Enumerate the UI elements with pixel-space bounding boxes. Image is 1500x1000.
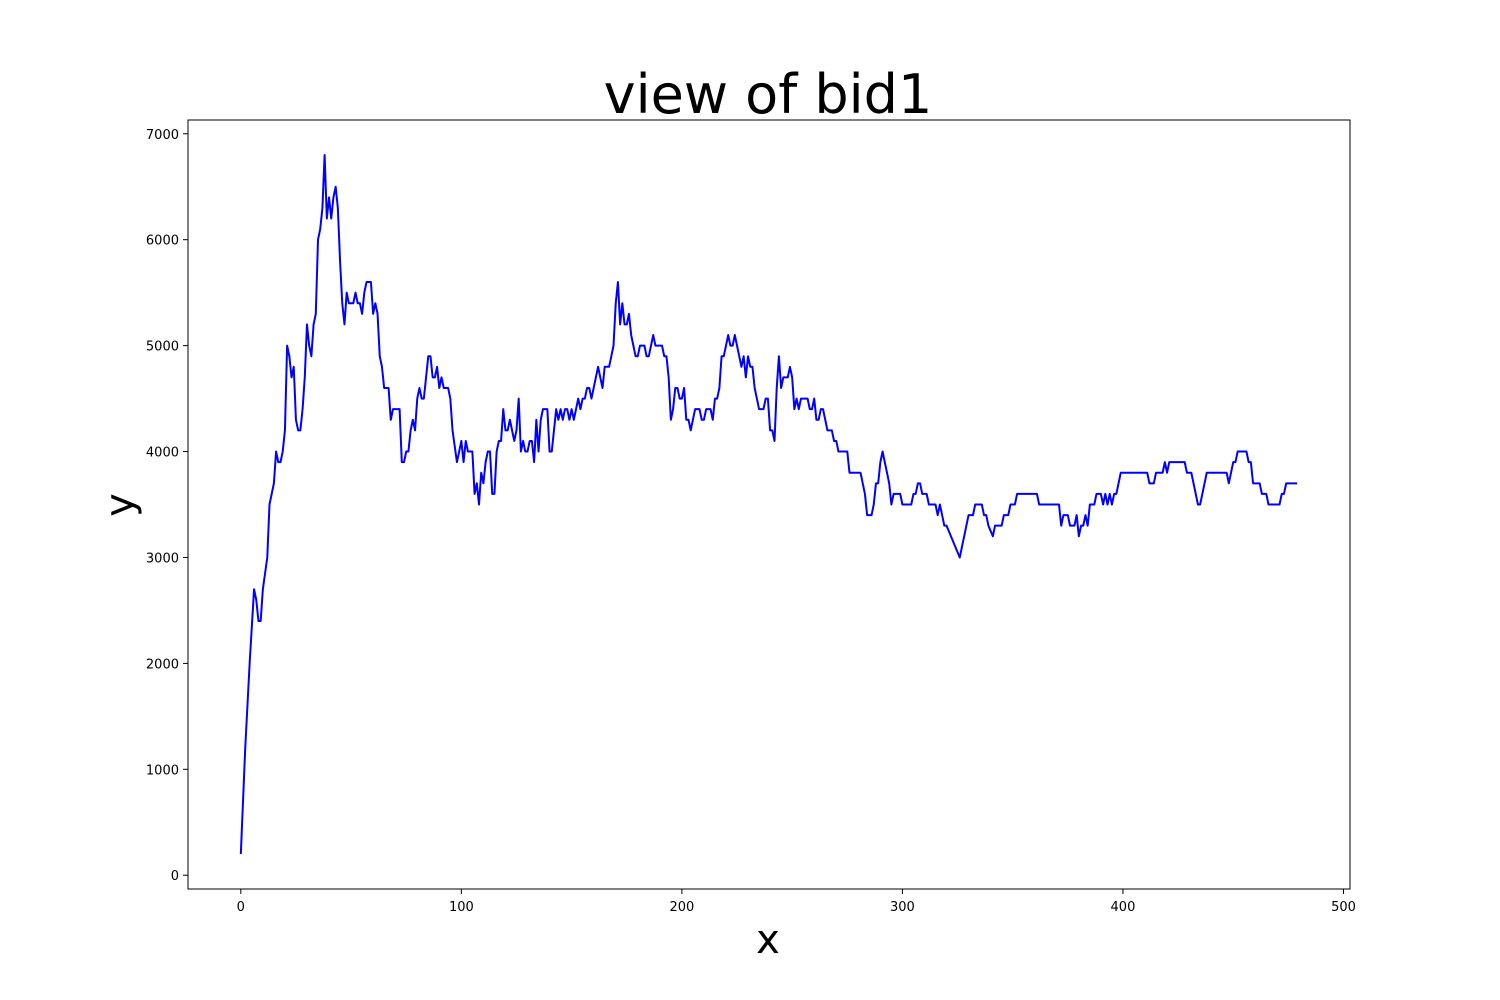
y-tick-label: 0: [171, 869, 179, 884]
x-tick-label: 100: [449, 900, 474, 915]
y-tick-label: 7000: [146, 128, 179, 143]
plot-frame: [187, 119, 1351, 890]
y-tick-label: 5000: [146, 340, 179, 355]
x-tick-label: 0: [237, 900, 245, 915]
x-tick-label: 200: [669, 900, 694, 915]
y-tick-label: 2000: [146, 657, 179, 672]
y-tick-label: 3000: [146, 551, 179, 566]
chart-title: view of bid1: [604, 63, 933, 126]
y-axis-label: y: [97, 493, 143, 517]
x-tick-label: 500: [1331, 900, 1356, 915]
y-tick-label: 1000: [146, 763, 179, 778]
y-tick-label: 4000: [146, 446, 179, 461]
x-tick-label: 400: [1111, 900, 1136, 915]
x-tick-label: 300: [890, 900, 915, 915]
x-axis-label: x: [756, 917, 780, 963]
y-tick-label: 6000: [146, 234, 179, 249]
data-line: [239, 153, 1298, 855]
